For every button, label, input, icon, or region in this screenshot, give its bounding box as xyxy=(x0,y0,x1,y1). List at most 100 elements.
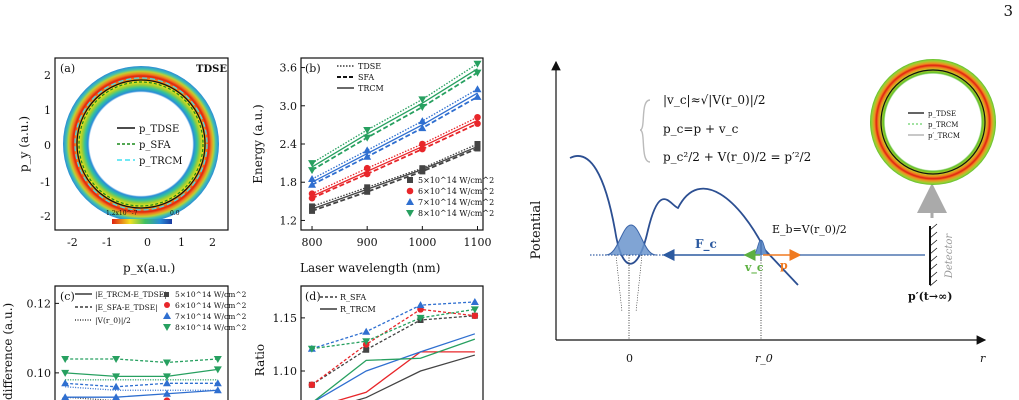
b-ylabel: Energy (a.u.) xyxy=(251,104,265,183)
d-ytick-0: 1.10 xyxy=(273,365,298,378)
c-leg-int-3: 8×10^14 W/cm^2 xyxy=(175,323,247,332)
b-point-tdse-2-3 xyxy=(473,85,482,93)
d-line-trcm-2 xyxy=(315,333,476,400)
c-ytick-0: 0.10 xyxy=(27,367,52,380)
b-legend-trcm: TRCM xyxy=(358,84,384,93)
d-point-sfa-2-2 xyxy=(416,301,425,309)
c-legend-trcm: |E_TRCM-E_TDSE| xyxy=(95,290,167,299)
legend-a-sfa: p_SFA xyxy=(139,140,171,151)
d-legend-sfa: R_SFA xyxy=(340,293,366,302)
b-point-tdse-1-3 xyxy=(474,113,481,121)
b-line-sfa-0 xyxy=(311,147,478,212)
b-point-sfa-1-2 xyxy=(419,145,426,153)
c-line-trcm-2 xyxy=(65,389,218,398)
b-line-tdse-2 xyxy=(311,88,478,180)
c-line-sfa-3 xyxy=(65,358,218,364)
c-leg-marker-3 xyxy=(163,324,171,331)
a-xtick-4: 2 xyxy=(209,236,216,249)
d-ylabel: Ratio xyxy=(253,344,267,376)
b-line-sfa-2 xyxy=(311,96,478,186)
a-xtick-3: 1 xyxy=(178,236,185,249)
c-ylabel: difference (a.u.) xyxy=(1,303,15,400)
b-xtick-2: 1000 xyxy=(408,236,436,249)
c-point-sfa-2-1 xyxy=(112,382,121,390)
d-point-sfa-2-1 xyxy=(362,327,371,335)
schematic-ylabel: Potential xyxy=(529,201,544,260)
b-leg-int-2: 7×10^14 W/cm^2 xyxy=(418,198,494,207)
detector-label: Detector xyxy=(944,233,955,280)
energy-label: E_b=V(r_0)/2 xyxy=(772,223,847,236)
b-point-sfa-3-2 xyxy=(418,104,427,112)
d-point-sfa-3-3 xyxy=(470,306,479,314)
c-line-sfa-2 xyxy=(65,382,218,388)
c-point-sfa-3-0 xyxy=(61,355,70,363)
c-legend-vr: |V(r_0)|/2 xyxy=(95,316,131,325)
equation-3: p_c²/2 + V(r_0)/2 = p′²/2 xyxy=(663,150,811,164)
b-point-sfa-2-1 xyxy=(363,152,372,160)
c-line-vr-2 xyxy=(65,386,218,391)
d-line-trcm-3 xyxy=(314,338,476,400)
d-point-sfa-3-2 xyxy=(416,314,425,322)
d-legend-trcm: R_TRCM xyxy=(340,305,376,314)
c-line-trcm-3 xyxy=(65,368,218,378)
b-xtick-0: 800 xyxy=(302,236,323,249)
b-point-sfa-3-0 xyxy=(308,167,317,175)
b-point-sfa-0-1 xyxy=(364,188,371,195)
panel-b-letter: (b) xyxy=(305,62,321,75)
a-ytick-0: -2 xyxy=(40,210,51,223)
d-point-sfa-1-3 xyxy=(471,312,479,320)
b-point-sfa-1-3 xyxy=(474,120,481,127)
b-line-trcm-1 xyxy=(311,119,478,197)
b-xtick-3: 1100 xyxy=(463,236,491,249)
panel-c-frame xyxy=(54,285,229,400)
d-line-trcm-0 xyxy=(355,354,476,400)
a-ytick-1: -1 xyxy=(40,176,51,189)
b-line-trcm-2 xyxy=(311,92,478,183)
c-leg-marker-1 xyxy=(164,302,170,308)
schematic-x0: 0 xyxy=(626,352,633,365)
vc-label: v_c xyxy=(744,261,764,275)
b-point-tdse-0-2 xyxy=(419,165,426,172)
c-leg-int-2: 7×10^14 W/cm^2 xyxy=(175,312,247,321)
b-leg-int-3: 8×10^14 W/cm^2 xyxy=(418,209,494,218)
b-leg-marker-0 xyxy=(407,177,413,183)
panel-b: (b) Laser wavelength (nm) Energy (a.u.) … xyxy=(251,57,494,275)
c-ytick-1: 0.12 xyxy=(27,297,52,310)
schematic-ring xyxy=(870,59,996,185)
c-point-sfa-3-1 xyxy=(112,355,121,363)
panel-a-tag: TDSE xyxy=(196,64,227,75)
c-point-trcm-3-2 xyxy=(162,373,171,381)
ring-trcm-line xyxy=(74,77,208,211)
c-legend-sfa: |E_SFA-E_TDSE| xyxy=(95,303,158,312)
c-point-trcm-3-0 xyxy=(61,369,70,377)
c-point-trcm-2-1 xyxy=(112,393,120,400)
b-point-sfa-3-1 xyxy=(363,134,372,142)
final-momentum-label: p′(t→∞) xyxy=(908,290,952,303)
page-number: 3 xyxy=(1003,2,1013,20)
c-point-trcm-3-3 xyxy=(213,366,222,374)
b-point-tdse-0-1 xyxy=(364,184,371,191)
b-line-tdse-3 xyxy=(311,63,478,164)
b-xlabel: Laser wavelength (nm) xyxy=(300,261,440,275)
d-line-sfa-1 xyxy=(311,308,475,386)
b-line-tdse-1 xyxy=(311,116,478,195)
panel-a-letter: (a) xyxy=(60,62,75,75)
panel-c: (c) difference (a.u.) |E_TRCM-E_TDSE| |E… xyxy=(1,285,247,400)
c-leg-int-0: 5×10^14 W/cm^2 xyxy=(175,290,247,299)
b-point-sfa-0-3 xyxy=(474,145,481,152)
b-ytick-1: 1.8 xyxy=(280,176,298,189)
b-ytick-4: 3.6 xyxy=(280,62,298,75)
d-point-sfa-3-0 xyxy=(307,345,316,353)
ring-legend-trcm-final: p′_TRCM xyxy=(928,132,960,140)
d-ytick-1: 1.15 xyxy=(273,312,298,325)
b-line-trcm-3 xyxy=(311,68,478,168)
b-point-tdse-3-3 xyxy=(473,60,482,68)
b-point-tdse-2-1 xyxy=(363,146,372,154)
a-ytick-4: 2 xyxy=(44,69,51,82)
c-point-trcm-3-1 xyxy=(112,373,121,381)
a-ytick-3: 1 xyxy=(44,104,51,117)
colorbar-max: 1.2x10^-7 xyxy=(106,210,138,217)
colorbar-min: 0.0 xyxy=(170,210,180,217)
panel-a-ring xyxy=(63,66,219,222)
b-line-trcm-0 xyxy=(311,145,478,210)
